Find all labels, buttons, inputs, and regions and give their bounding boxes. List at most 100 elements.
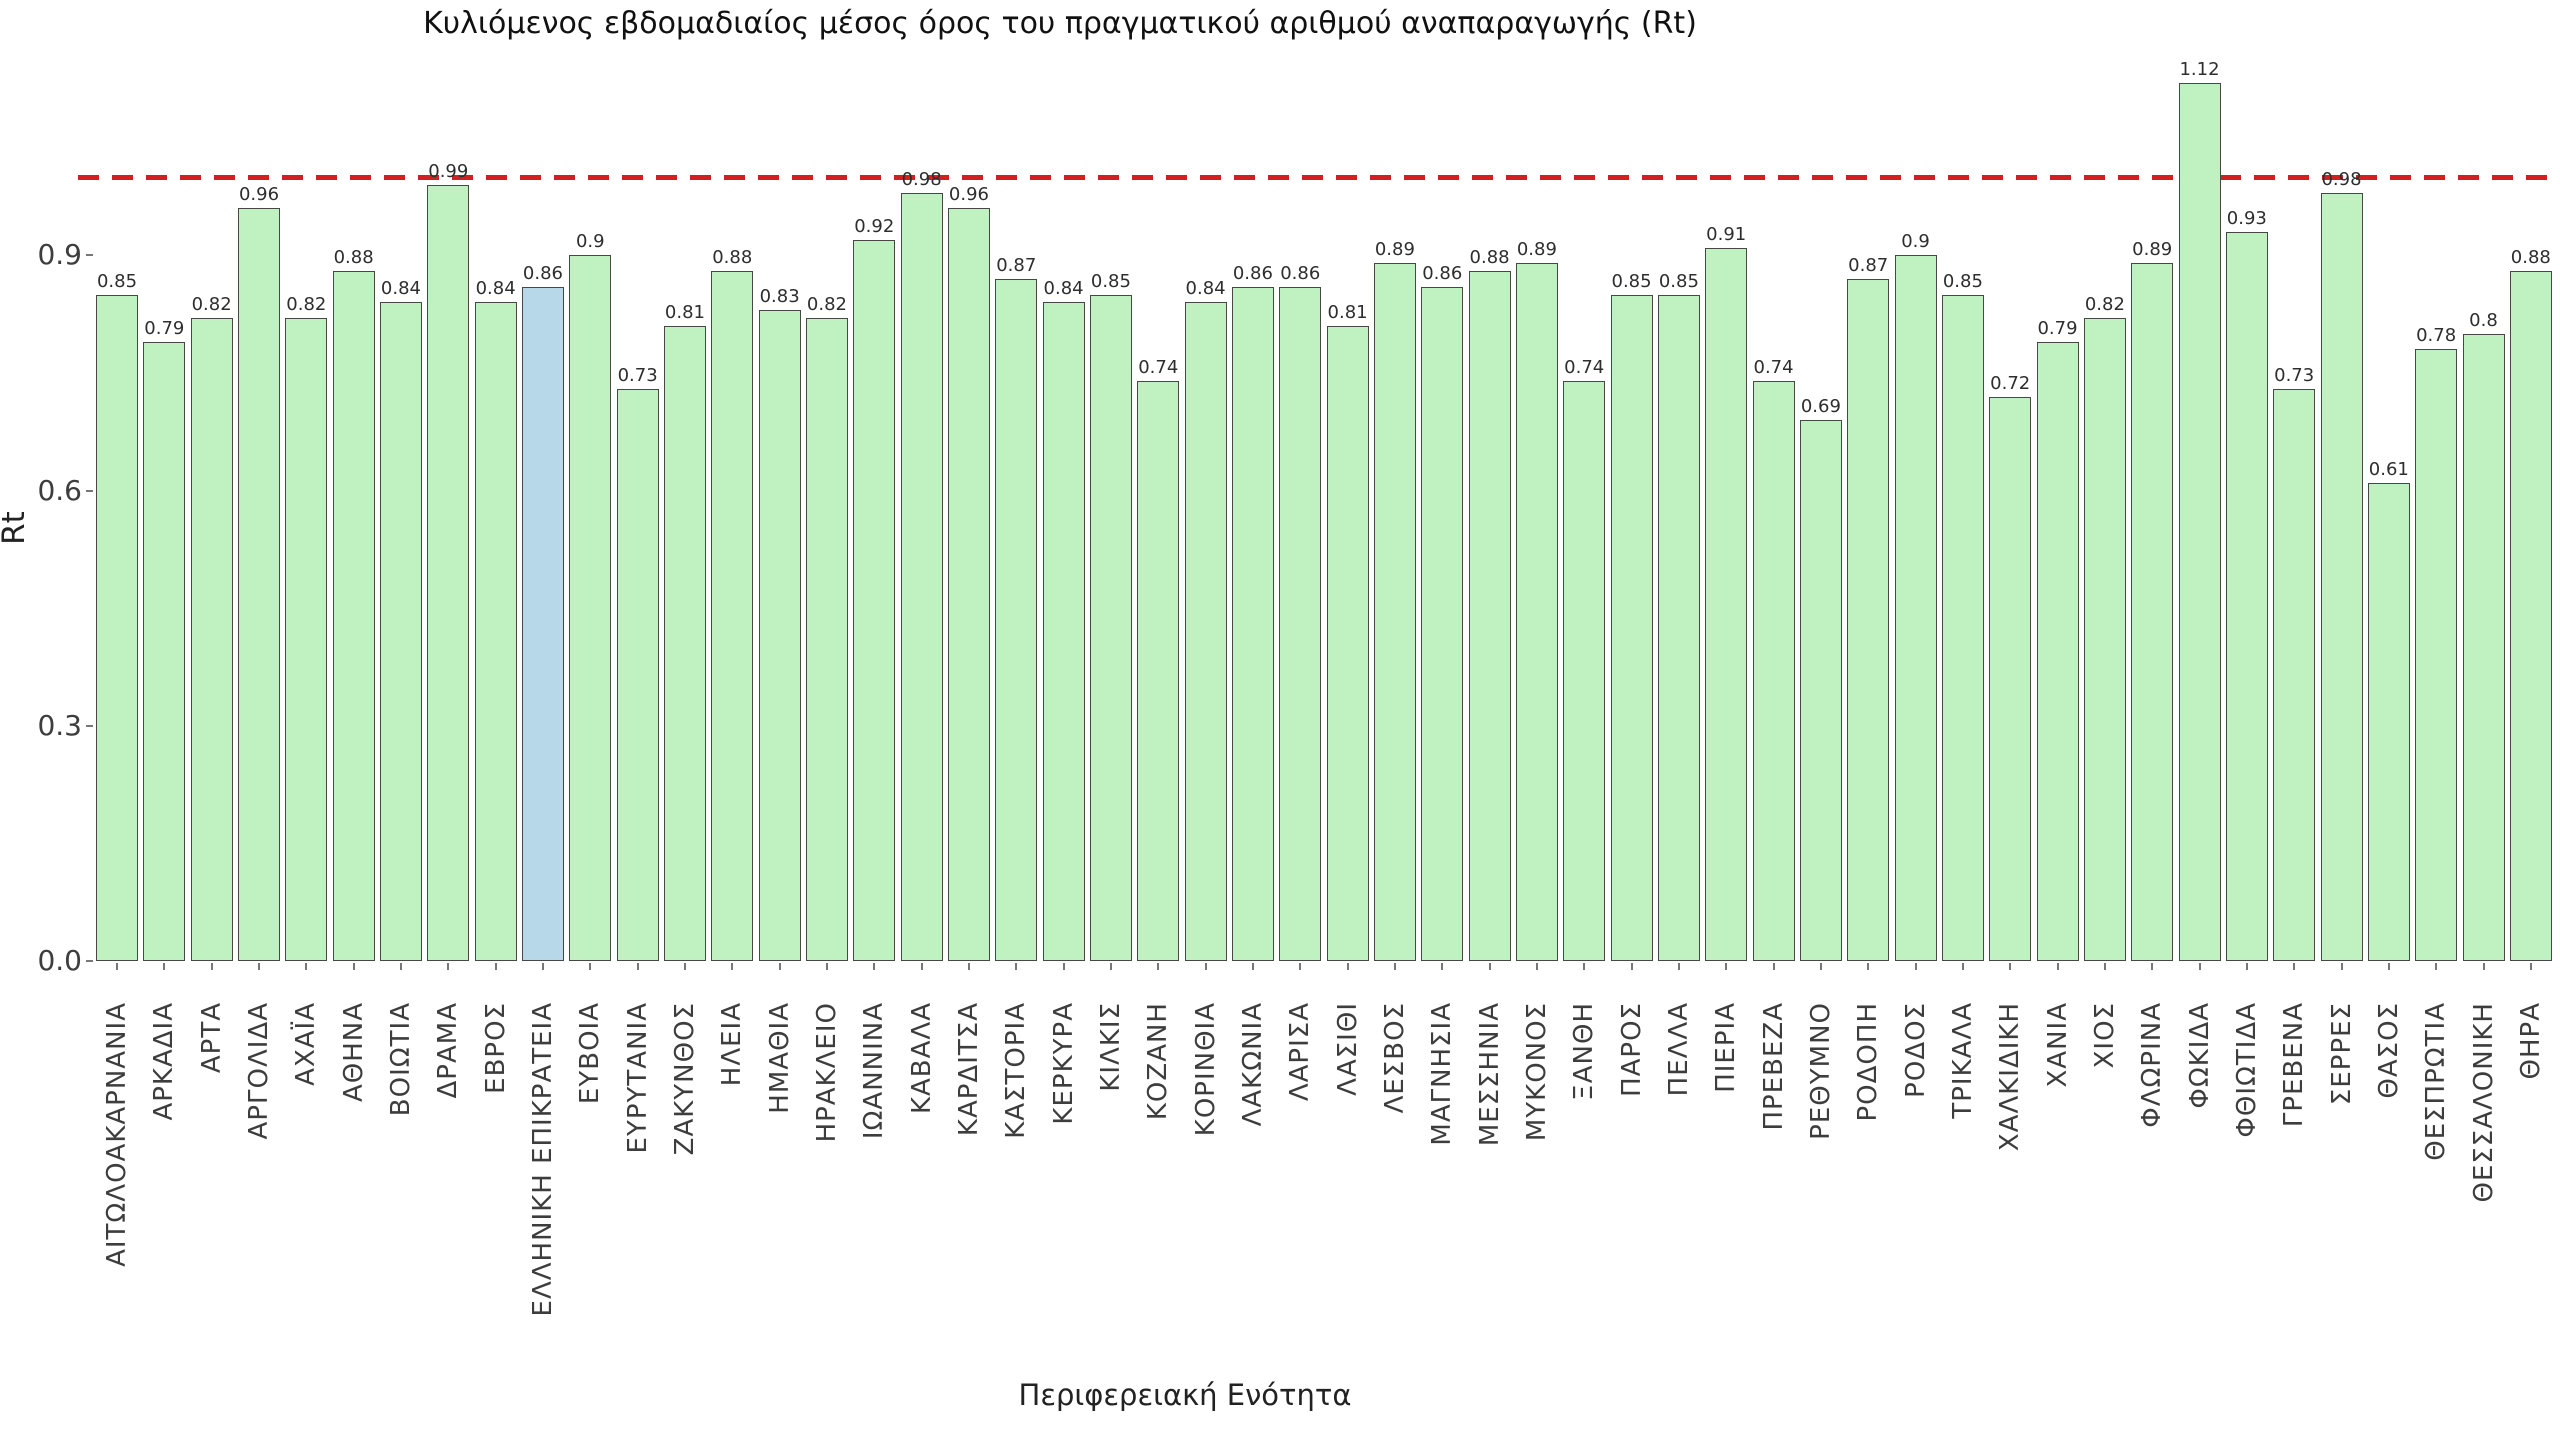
bar	[663, 325, 706, 961]
bar	[616, 388, 659, 961]
bar	[1137, 380, 1180, 961]
x-tick-mark	[967, 963, 970, 970]
x-tick-label: ΞΑΝΘΗ	[1569, 1002, 1600, 1101]
x-tick-label: ΚΟΖΑΝΗ	[1143, 1002, 1174, 1121]
bar	[190, 318, 233, 961]
bar-value-label: 0.86	[1232, 262, 1273, 284]
bar	[1326, 325, 1369, 961]
bar-value-label: 0.83	[759, 286, 800, 308]
bar-value-label: 0.96	[238, 184, 280, 206]
bar	[1184, 302, 1227, 961]
x-tick-mark	[1535, 963, 1538, 970]
x-tick-mark	[2009, 963, 2012, 970]
x-tick-label: ΑΡΤΑ	[196, 1002, 227, 1074]
bar	[1515, 263, 1558, 961]
x-tick-label: ΠΑΡΟΣ	[1616, 1002, 1647, 1097]
bar	[2178, 82, 2221, 961]
bar	[1610, 294, 1653, 961]
x-tick-mark	[1157, 963, 1160, 970]
x-tick-label: ΦΘΙΩΤΙΔΑ	[2231, 1002, 2262, 1138]
x-tick-mark	[2387, 963, 2390, 970]
bar-value-label: 0.86	[1280, 262, 1321, 284]
y-tick-mark	[86, 254, 93, 257]
y-tick-label: 0.6	[37, 473, 82, 507]
y-tick-label: 0.3	[37, 708, 82, 742]
x-tick-mark	[352, 963, 355, 970]
bar	[1705, 247, 1748, 961]
x-tick-label: ΜΑΓΝΗΣΙΑ	[1427, 1002, 1458, 1146]
bar	[2273, 388, 2316, 961]
bar-value-label: 0.79	[144, 317, 185, 339]
bar-value-label: 0.87	[996, 254, 1037, 276]
x-tick-label: ΔΡΑΜΑ	[433, 1002, 464, 1099]
x-tick-label: ΜΕΣΣΗΝΙΑ	[1474, 1002, 1505, 1147]
bar	[1042, 302, 1085, 961]
x-tick-mark	[1819, 963, 1822, 970]
x-axis-title: Περιφερειακή Ενότητα	[1018, 1378, 1352, 1412]
bar	[2225, 231, 2268, 961]
x-tick-mark	[2198, 963, 2201, 970]
bar-value-label: 0.89	[1374, 239, 1415, 261]
bar-value-label: 0.86	[1422, 262, 1463, 284]
x-tick-mark	[2151, 963, 2154, 970]
bar	[474, 302, 517, 961]
x-tick-mark	[1393, 963, 1396, 970]
x-tick-label: ΚΟΡΙΝΘΙΑ	[1190, 1002, 1221, 1137]
chart-title: Κυλιόμενος εβδομαδιαίος μέσος όρος του π…	[423, 6, 1697, 41]
x-tick-label: ΜΥΚΟΝΟΣ	[1521, 1002, 1552, 1142]
bar-value-label: 0.88	[2510, 247, 2551, 269]
bar-value-label: 0.85	[1658, 270, 1699, 292]
bar-value-label: 0.84	[1043, 278, 1084, 300]
x-tick-mark	[305, 963, 308, 970]
x-tick-mark	[1772, 963, 1775, 970]
bar-value-label: 0.85	[1611, 270, 1652, 292]
x-tick-mark	[589, 963, 592, 970]
bar-value-label: 0.99	[428, 160, 469, 182]
bar-value-label: 0.74	[1138, 356, 1179, 378]
y-tick-mark	[86, 960, 93, 962]
bar-value-label: 0.61	[2368, 458, 2409, 480]
bar-value-label: 0.88	[1469, 247, 1510, 269]
x-tick-mark	[1914, 963, 1917, 970]
bar	[1231, 286, 1274, 961]
x-tick-label: ΤΡΙΚΑΛΑ	[1947, 1002, 1978, 1119]
x-tick-label: ΕΥΒΟΙΑ	[575, 1002, 606, 1105]
bar	[805, 318, 848, 961]
bar-value-label: 0.84	[380, 278, 421, 300]
x-tick-mark	[778, 963, 781, 970]
y-tick-label: 0.9	[37, 238, 82, 272]
bar-value-label: 0.86	[522, 262, 563, 284]
x-tick-mark	[2482, 963, 2485, 970]
x-tick-label: ΧΑΝΙΑ	[2042, 1002, 2073, 1088]
bar	[1799, 420, 1842, 961]
x-tick-mark	[731, 963, 734, 970]
bar-value-label: 0.96	[948, 184, 989, 206]
x-tick-label: ΑΡΓΟΛΙΔΑ	[243, 1002, 274, 1140]
bar	[1421, 286, 1464, 961]
bar-value-label: 0.87	[1848, 254, 1889, 276]
bar	[143, 341, 186, 961]
x-tick-label: ΗΡΑΚΛΕΙΟ	[811, 1002, 842, 1143]
x-tick-label: ΧΙΟΣ	[2089, 1002, 2120, 1069]
bar	[1563, 380, 1606, 961]
bar	[2509, 271, 2552, 961]
bar	[237, 208, 280, 961]
x-tick-mark	[399, 963, 402, 970]
x-tick-mark	[163, 963, 166, 970]
bar	[1279, 286, 1322, 961]
x-tick-label: ΠΕΛΛΑ	[1663, 1002, 1694, 1097]
bar	[758, 310, 801, 961]
x-tick-label: ΛΑΣΙΘΙ	[1332, 1002, 1363, 1096]
x-tick-mark	[2056, 963, 2059, 970]
bar	[2320, 192, 2363, 961]
x-tick-label: ΕΛΛΗΝΙΚΗ ΕΠΙΚΡΑΤΕΙΑ	[527, 1002, 558, 1317]
x-tick-label: ΡΕΘΥΜΝΟ	[1805, 1002, 1836, 1140]
x-tick-mark	[1630, 963, 1633, 970]
x-tick-mark	[2529, 963, 2532, 970]
x-tick-mark	[2340, 963, 2343, 970]
x-tick-label: ΡΟΔΟΠΗ	[1853, 1002, 1884, 1122]
bar	[1989, 396, 2032, 961]
x-tick-mark	[1204, 963, 1207, 970]
x-tick-mark	[1346, 963, 1349, 970]
